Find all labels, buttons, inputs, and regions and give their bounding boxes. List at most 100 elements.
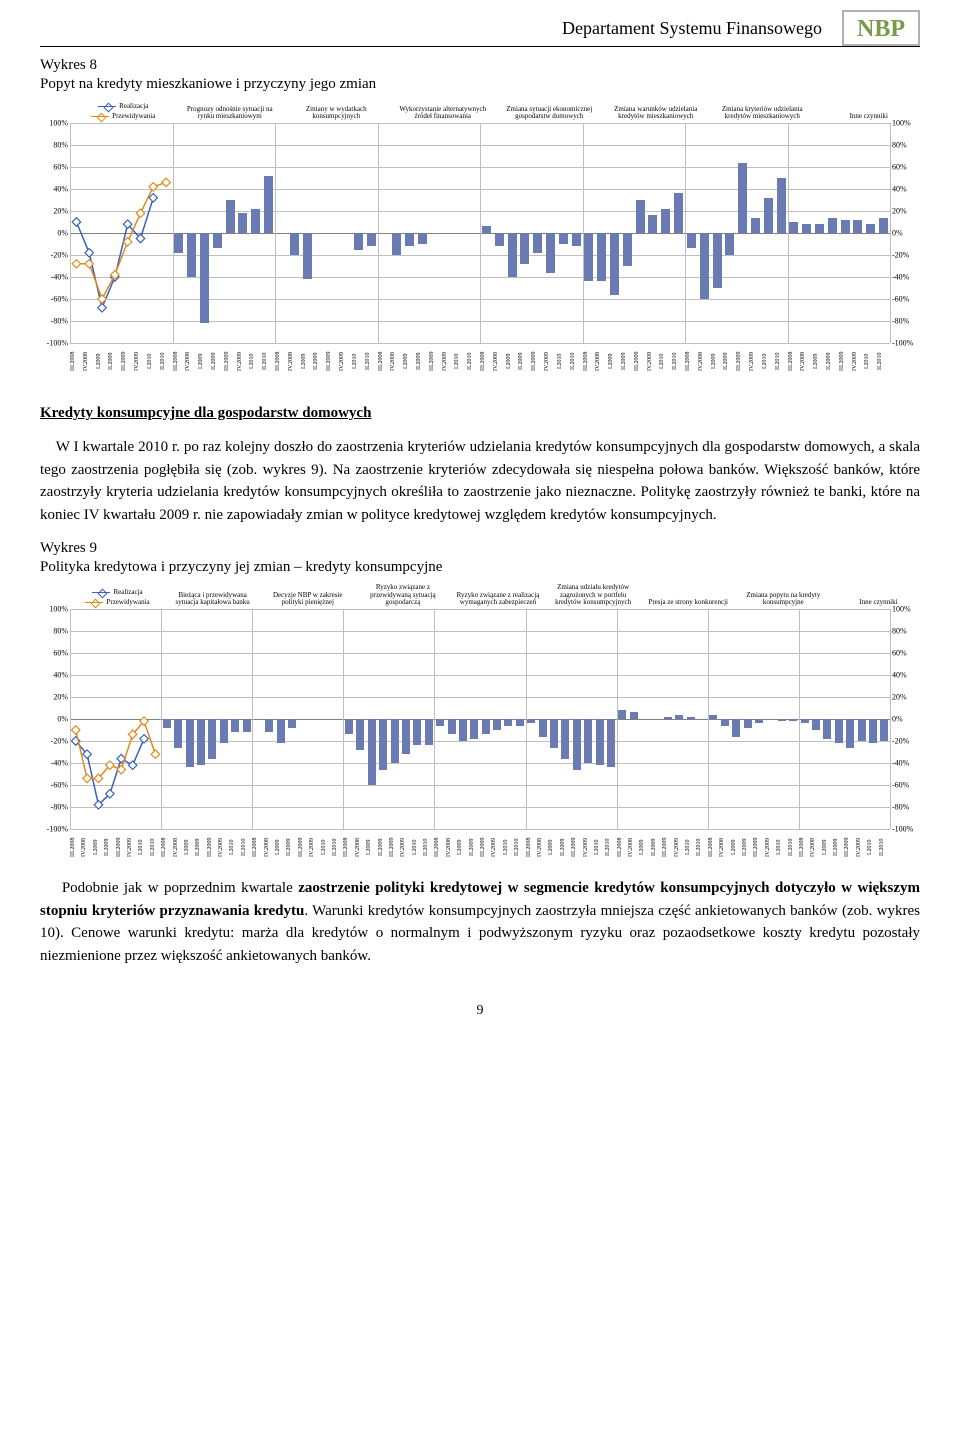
x-tick: I.2010 [776,831,787,863]
x-tick: IV.2008 [595,345,608,377]
chart-body: 100%100%80%80%60%60%40%40%20%20%0%0%-20%… [40,123,920,343]
x-tick: III.2008 [70,831,81,863]
przewidywania-marker-icon [136,209,144,217]
x-tick: IV.2009 [134,345,147,377]
y-tick-left: -20% [40,251,68,260]
chart8: RealizacjaPrzewidywaniaPrognozy odnośnie… [40,101,920,377]
legend-label: Realizacja [113,588,142,596]
x-tick: II.2010 [514,831,525,863]
przewidywania-marker-icon [162,178,170,186]
group-label: Wykorzystanie alternatywnych źródeł fina… [390,101,497,121]
legend-marker-icon [98,106,116,107]
x-tick: II.2010 [262,345,275,377]
x-tick: I.2009 [301,345,314,377]
x-tick: I.2009 [548,831,559,863]
x-tick: I.2009 [506,345,519,377]
realizacja-marker-icon [98,304,106,312]
x-tick: I.2010 [659,345,672,377]
y-tick-right: 40% [892,671,920,680]
y-tick-left: 80% [40,627,68,636]
group-label: Ryzyko związane z przewidywaną sytuacją … [355,584,450,607]
line-svg [70,609,890,829]
chart9-heading: Wykres 9 [40,540,920,557]
y-tick-right: 100% [892,119,920,128]
plot-area [70,123,890,343]
legend-label: Przewidywania [112,112,155,120]
page: Departament Systemu Finansowego NBP Wykr… [0,0,960,1059]
group-label: Prognozy odnośnie sytuacji na rynku mies… [177,101,284,121]
group-label: Presja ze strony konkurencji [641,584,736,607]
x-tick: II.2009 [621,345,634,377]
y-tick-right: -100% [892,825,920,834]
x-tick: III.2008 [526,831,537,863]
x-tick: III.2008 [708,831,719,863]
grid-line [70,343,890,344]
y-tick-left: 20% [40,207,68,216]
x-tick: IV.2009 [237,345,250,377]
x-tick: III.2008 [799,831,810,863]
y-tick-left: 0% [40,229,68,238]
y-tick-right: -60% [892,781,920,790]
y-tick-right: -20% [892,737,920,746]
x-tick: IV.2009 [442,345,455,377]
department-title: Departament Systemu Finansowego [562,18,822,39]
x-tick: III.2009 [429,345,442,377]
x-tick: II.2009 [108,345,121,377]
y-tick-right: 40% [892,185,920,194]
x-tick: III.2009 [326,345,339,377]
realizacja-marker-icon [72,218,80,226]
page-number: 9 [40,1003,920,1019]
x-tick: III.2009 [224,345,237,377]
y-tick-right: 80% [892,627,920,636]
y-tick-left: 20% [40,693,68,702]
x-tick: II.2009 [195,831,206,863]
x-tick: II.2010 [605,831,616,863]
x-tick: III.2009 [839,345,852,377]
y-tick-right: -20% [892,251,920,260]
x-tick: IV.2009 [856,831,867,863]
chart8-subtitle: Popyt na kredyty mieszkaniowe i przyczyn… [40,76,920,93]
x-tick: II.2009 [742,831,753,863]
y-tick-left: -60% [40,295,68,304]
x-tick: I.2010 [138,831,149,863]
realizacja-marker-icon [140,735,148,743]
x-tick: IV.2009 [218,831,229,863]
y-tick-right: 20% [892,693,920,702]
realizacja-marker-icon [85,249,93,257]
x-tick: IV.2008 [355,831,366,863]
x-tick: III.2009 [389,831,400,863]
przewidywania-marker-icon [83,774,91,782]
logo-text-icon: NBP [857,16,905,42]
x-tick: I.2009 [184,831,195,863]
y-tick-left: -80% [40,317,68,326]
group-separator [890,123,891,343]
group-label: Ryzyko związane z realizacją wymaganych … [450,584,545,607]
nbp-logo: NBP [842,10,920,46]
x-tick: I.2010 [147,345,160,377]
group-separator [890,609,891,829]
paragraph-after: Podobnie jak w poprzednim kwartale zaost… [40,877,920,967]
x-tick: II.2009 [469,831,480,863]
chart-legend: RealizacjaPrzewidywania [70,101,177,121]
przewidywania-marker-icon [151,750,159,758]
x-tick: IV.2008 [81,831,92,863]
x-tick: II.2010 [879,831,890,863]
x-tick: III.2009 [736,345,749,377]
y-tick-right: 0% [892,229,920,238]
x-tick: I.2009 [608,345,621,377]
x-tick: II.2010 [150,831,161,863]
section-title-consumer-credit: Kredyty konsumpcyjne dla gospodarstw dom… [40,405,920,422]
x-tick: I.2010 [867,831,878,863]
y-tick-right: -100% [892,339,920,348]
group-label: Zmiana udziału kredytów zagrożonych w po… [546,584,641,607]
x-tick: III.2009 [480,831,491,863]
x-tick: III.2008 [275,345,288,377]
y-tick-right: 60% [892,163,920,172]
x-tick: II.2009 [833,831,844,863]
x-tick: III.2009 [753,831,764,863]
y-tick-left: 60% [40,649,68,658]
x-tick: III.2008 [173,345,186,377]
x-tick: III.2009 [298,831,309,863]
x-tick: I.2009 [403,345,416,377]
x-tick: IV.2008 [628,831,639,863]
